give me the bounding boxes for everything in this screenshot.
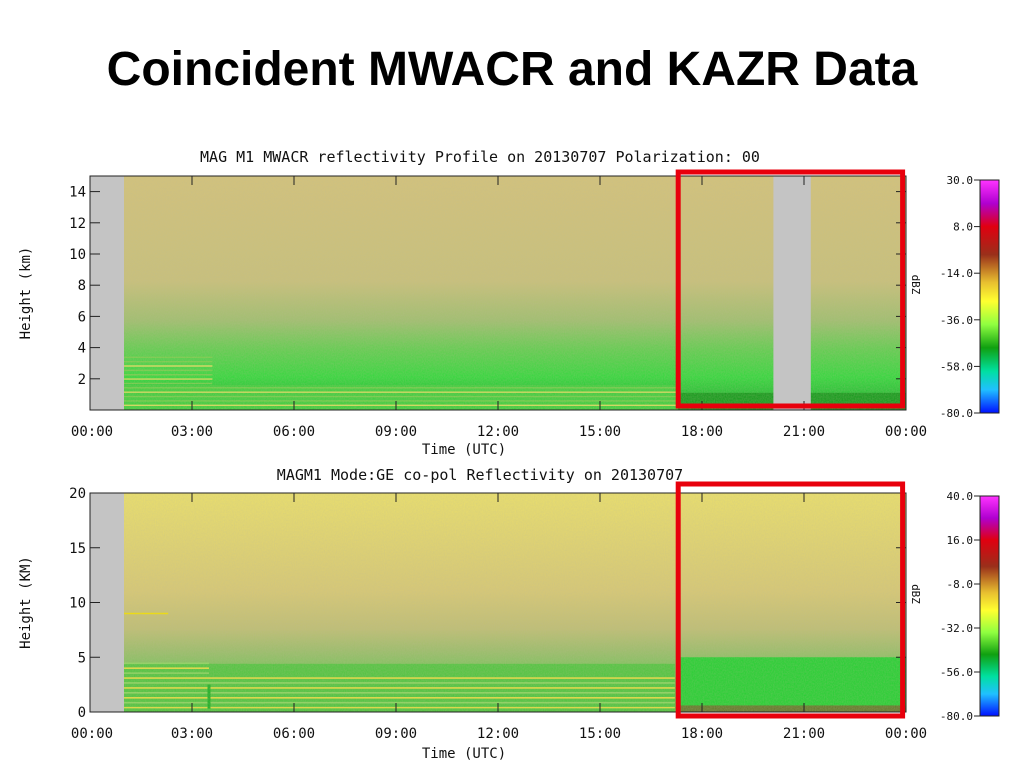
- highlight-box: [675, 481, 906, 719]
- noise-texture: [90, 176, 906, 410]
- y-tick-label: 5: [78, 650, 86, 666]
- y-axis: 2 4 6 8 10 12 14: [69, 185, 906, 388]
- colorbar-tick-label: -8.0: [947, 578, 974, 591]
- x-tick-label: 09:00: [375, 424, 417, 440]
- noise-texture: [90, 493, 906, 712]
- colorbar-label: dBZ: [909, 584, 922, 604]
- plot-area: [90, 493, 906, 712]
- x-tick-label: 21:00: [783, 726, 825, 742]
- slide-title: Coincident MWACR and KAZR Data: [106, 43, 918, 96]
- no-data-region-2: [773, 176, 811, 410]
- highlight-box: [675, 169, 906, 409]
- y-tick-label: 10: [69, 596, 86, 612]
- colorbar-tick-label: -80.0: [940, 710, 973, 723]
- colorbar-scale: [979, 495, 1000, 717]
- colorbar: 40.0 16.0 -8.0 -32.0 -56.0 -80.0 dBZ: [909, 490, 1000, 723]
- x-tick-label: 12:00: [477, 726, 519, 742]
- x-tick-label: 21:00: [783, 424, 825, 440]
- x-tick-label: 18:00: [681, 424, 723, 440]
- y-tick-label: 14: [69, 185, 86, 201]
- colorbar-tick-label: -58.0: [940, 360, 973, 373]
- colorbar-tick-label: -32.0: [940, 622, 973, 635]
- y-axis: 0 5 10 15 20: [69, 486, 906, 721]
- y-axis-label: Height (KM): [18, 556, 34, 649]
- x-tick-label: 00:00: [885, 424, 927, 440]
- y-tick-label: 15: [69, 541, 86, 557]
- colorbar-tick-label: -36.0: [940, 314, 973, 327]
- chart-title: MAG M1 MWACR reflectivity Profile on 201…: [200, 148, 760, 166]
- mwacr-reflectivity-chart: MAG M1 MWACR reflectivity Profile on 201…: [18, 148, 1000, 458]
- x-tick-label: 06:00: [273, 424, 315, 440]
- y-tick-label: 8: [78, 278, 86, 294]
- x-tick-label: 15:00: [579, 726, 621, 742]
- y-axis-label: Height (km): [18, 247, 34, 340]
- x-axis-label: Time (UTC): [422, 746, 506, 762]
- x-tick-label: 12:00: [477, 424, 519, 440]
- x-axis-label: Time (UTC): [422, 442, 506, 458]
- x-tick-label: 00:00: [885, 726, 927, 742]
- x-tick-label: 18:00: [681, 726, 723, 742]
- y-tick-label: 4: [78, 341, 86, 357]
- x-tick-label: 00:00: [71, 424, 113, 440]
- colorbar-tick-label: 30.0: [947, 174, 974, 187]
- colorbar: 30.0 8.0 -14.0 -36.0 -58.0 -80.0 dBZ: [909, 174, 1000, 420]
- colorbar-tick-label: 8.0: [953, 221, 973, 234]
- y-tick-label: 0: [78, 705, 86, 721]
- colorbar-scale: [979, 179, 1000, 414]
- plot-area: [90, 176, 906, 410]
- y-tick-label: 10: [69, 247, 86, 263]
- x-tick-label: 15:00: [579, 424, 621, 440]
- kazr-reflectivity-chart: MAGM1 Mode:GE co-pol Reflectivity on 201…: [18, 466, 1000, 762]
- x-tick-label: 06:00: [273, 726, 315, 742]
- colorbar-tick-label: 40.0: [947, 490, 974, 503]
- x-axis: 00:00 03:00 06:00 09:00 12:00 15:00 18:00 21:00…: [71, 493, 927, 742]
- colorbar-tick-label: 16.0: [947, 534, 974, 547]
- y-tick-label: 6: [78, 309, 86, 325]
- chart-title: MAGM1 Mode:GE co-pol Reflectivity on 201…: [277, 466, 683, 484]
- x-tick-label: 00:00: [71, 726, 113, 742]
- x-tick-label: 09:00: [375, 726, 417, 742]
- y-tick-label: 2: [78, 372, 86, 388]
- y-tick-label: 12: [69, 216, 86, 232]
- colorbar-tick-label: -56.0: [940, 666, 973, 679]
- colorbar-tick-label: -80.0: [940, 407, 973, 420]
- no-data-region-1: [90, 176, 124, 410]
- colorbar-tick-label: -14.0: [940, 267, 973, 280]
- x-tick-label: 03:00: [171, 726, 213, 742]
- x-axis: 00:00 03:00 06:00 09:00 12:00 15:00 18:00 21:00…: [71, 176, 927, 440]
- x-tick-label: 03:00: [171, 424, 213, 440]
- y-tick-label: 20: [69, 486, 86, 502]
- colorbar-label: dBZ: [909, 275, 922, 295]
